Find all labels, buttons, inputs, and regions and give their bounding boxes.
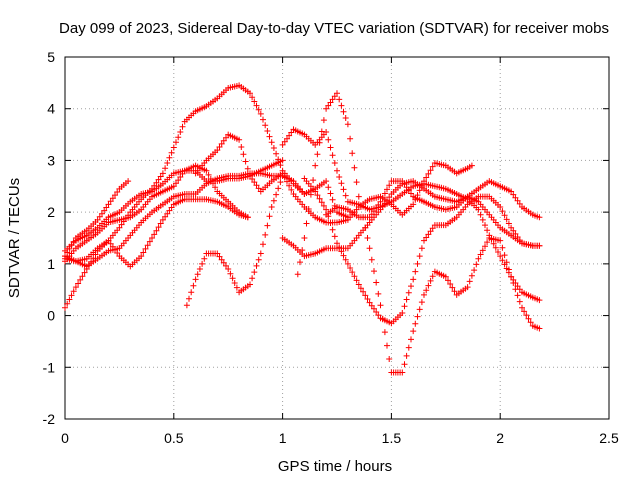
chart-title: Day 099 of 2023, Sidereal Day-to-day VTE… <box>59 20 609 37</box>
x-tick-label: 0 <box>61 430 69 446</box>
data-points <box>62 82 543 376</box>
y-axis-label: SDTVAR / TECUs <box>6 178 23 298</box>
series-points <box>192 131 475 226</box>
x-tick-label: 0.5 <box>164 430 184 446</box>
y-tick-label: 1 <box>47 256 55 272</box>
series-sat-7 <box>183 172 286 309</box>
x-tick-label: 1.5 <box>382 430 402 446</box>
plot-frame <box>64 56 610 420</box>
axis-ticks: 0 0.5 1 1.5 2 2.5 -2 -1 0 1 2 3 4 5 <box>43 49 619 446</box>
series-sat-6 <box>62 196 251 270</box>
series-sat-12 <box>301 175 543 327</box>
y-tick-label: 2 <box>47 204 55 220</box>
x-axis-label: GPS time / hours <box>278 458 392 475</box>
x-tick-label: 2.5 <box>599 430 619 446</box>
y-tick-label: -1 <box>43 359 56 375</box>
series-points <box>323 178 543 249</box>
x-tick-label: 1 <box>279 430 287 446</box>
y-tick-label: 4 <box>47 101 55 117</box>
series-sat-13 <box>323 178 543 249</box>
y-tick-label: 5 <box>47 49 55 65</box>
series-sat-8 <box>192 131 475 226</box>
y-tick-label: 3 <box>47 152 55 168</box>
series-points <box>301 175 543 327</box>
series-points <box>183 172 286 309</box>
series-points <box>294 90 543 376</box>
y-tick-label: -2 <box>43 411 56 427</box>
series-sat-11 <box>294 90 543 376</box>
y-tick-label: 0 <box>47 308 55 324</box>
series-points <box>62 196 251 270</box>
x-tick-label: 2 <box>496 430 504 446</box>
